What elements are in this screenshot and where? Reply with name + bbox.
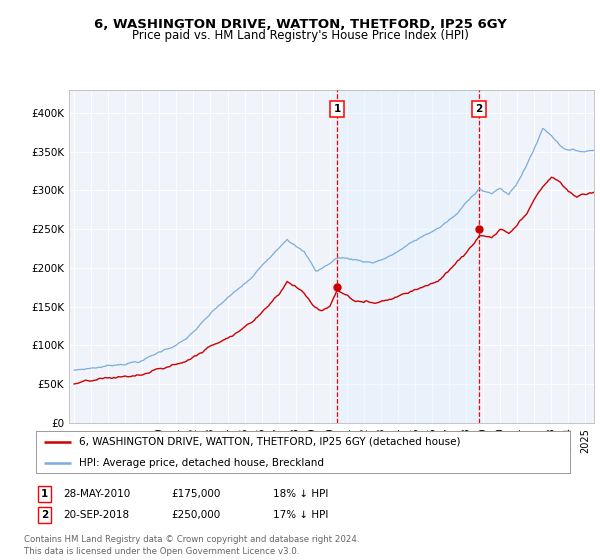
- Text: 1: 1: [334, 104, 341, 114]
- Text: 17% ↓ HPI: 17% ↓ HPI: [273, 510, 328, 520]
- Text: 2: 2: [41, 510, 48, 520]
- Text: 2: 2: [475, 104, 482, 114]
- Text: HPI: Average price, detached house, Breckland: HPI: Average price, detached house, Brec…: [79, 458, 324, 468]
- Text: £250,000: £250,000: [171, 510, 220, 520]
- Text: 18% ↓ HPI: 18% ↓ HPI: [273, 489, 328, 499]
- Text: 6, WASHINGTON DRIVE, WATTON, THETFORD, IP25 6GY: 6, WASHINGTON DRIVE, WATTON, THETFORD, I…: [94, 18, 506, 31]
- Text: 20-SEP-2018: 20-SEP-2018: [63, 510, 129, 520]
- Text: 6, WASHINGTON DRIVE, WATTON, THETFORD, IP25 6GY (detached house): 6, WASHINGTON DRIVE, WATTON, THETFORD, I…: [79, 437, 460, 447]
- Text: 28-MAY-2010: 28-MAY-2010: [63, 489, 130, 499]
- Text: 1: 1: [41, 489, 48, 499]
- Bar: [337, 90, 479, 423]
- Text: Contains HM Land Registry data © Crown copyright and database right 2024.
This d: Contains HM Land Registry data © Crown c…: [24, 535, 359, 556]
- Text: £175,000: £175,000: [171, 489, 220, 499]
- Text: Price paid vs. HM Land Registry's House Price Index (HPI): Price paid vs. HM Land Registry's House …: [131, 29, 469, 42]
